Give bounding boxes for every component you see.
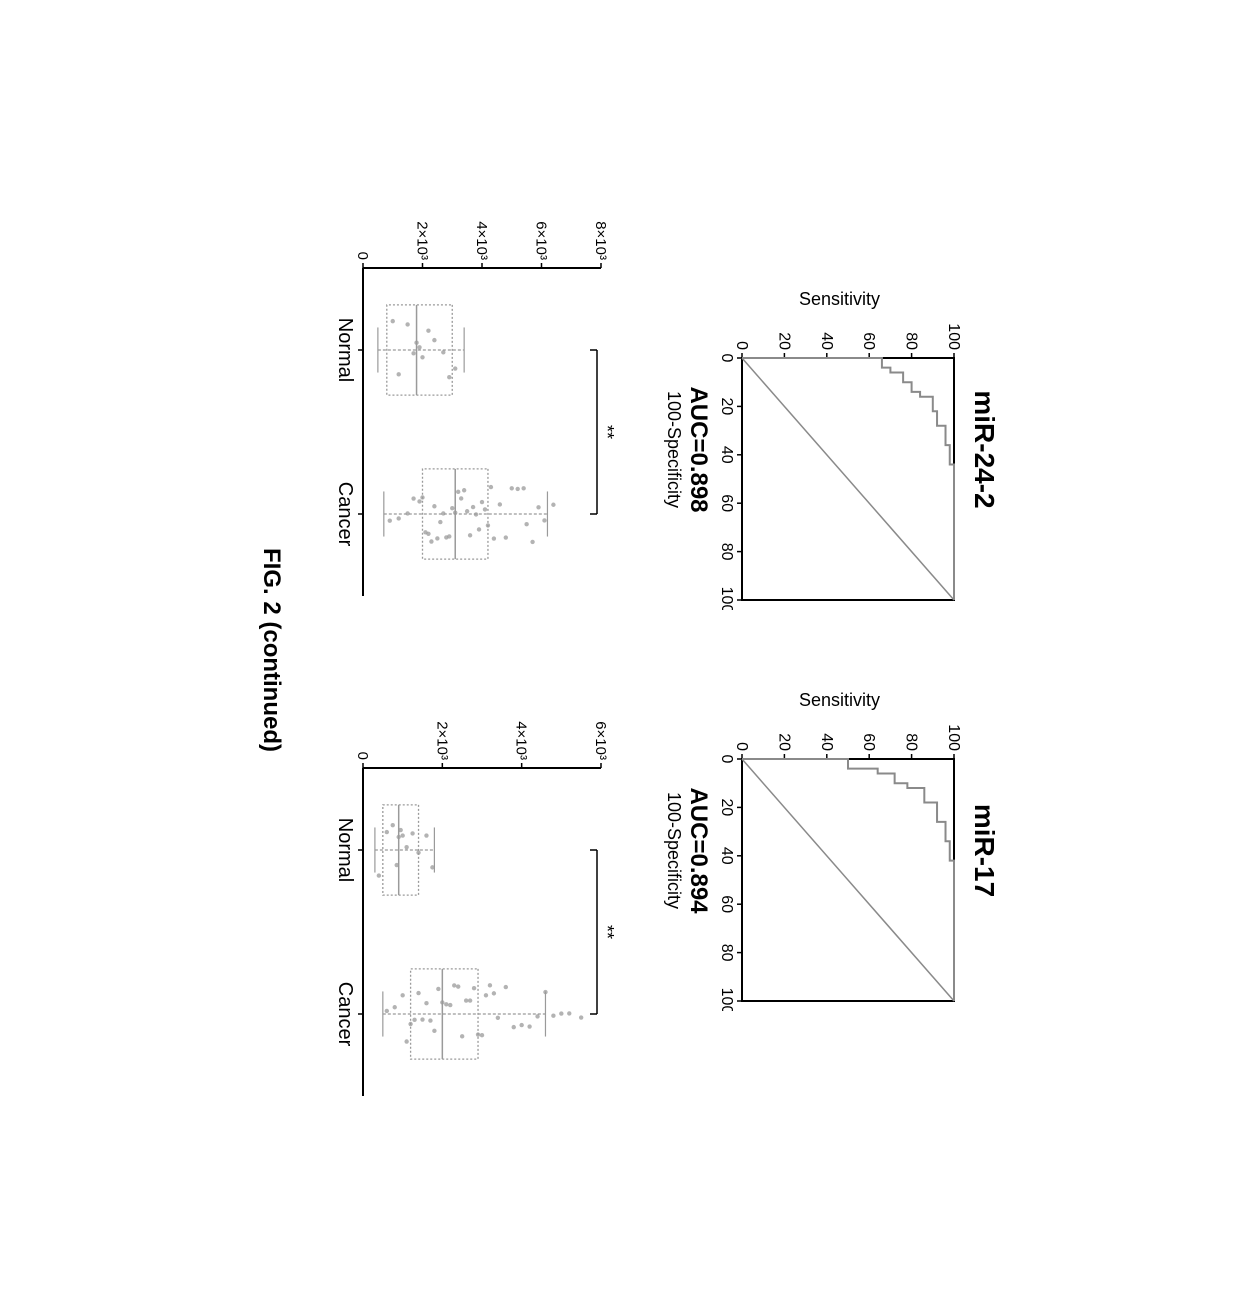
panel-title: miR-17 [968,804,1000,897]
svg-text:8×10³: 8×10³ [592,221,609,260]
svg-text:80: 80 [718,543,735,561]
svg-text:Normal: Normal [334,818,356,882]
svg-text:6×10³: 6×10³ [592,721,609,760]
svg-text:20: 20 [775,733,792,751]
svg-text:100: 100 [945,724,962,751]
x-axis-label: 100-Specificity [663,792,684,909]
svg-text:2×10³: 2×10³ [433,721,450,760]
x-axis-label: 100-Specificity [663,391,684,508]
svg-text:80: 80 [903,332,920,350]
auc-label: AUC=0.894 [684,787,712,913]
svg-text:4×10³: 4×10³ [473,221,490,260]
svg-text:60: 60 [718,895,735,913]
svg-text:0: 0 [718,755,735,764]
roc-row: miR-24-2 Sensitivity 0 20 40 60 80 100 0 20 40 60… [663,150,1000,1150]
figure-container: miR-24-2 Sensitivity 0 20 40 60 80 100 0 20 40 60… [240,150,1000,1150]
roc-panel-mir-17: miR-17 Sensitivity 0 20 40 60 80 100 0 20 40 60 80… [663,690,1000,1011]
svg-text:0: 0 [733,742,750,751]
roc-panel-mir-24-2: miR-24-2 Sensitivity 0 20 40 60 80 100 0 20 40 60… [663,289,1000,610]
svg-text:40: 40 [718,847,735,865]
svg-text:60: 60 [718,494,735,512]
svg-text:20: 20 [718,398,735,416]
roc-chart-2: 0 20 40 60 80 100 0 20 40 60 80 100 [714,711,964,1011]
svg-text:0: 0 [354,752,371,760]
svg-text:**: ** [597,425,617,439]
svg-text:0: 0 [354,252,371,260]
svg-text:**: ** [597,925,617,939]
svg-text:80: 80 [903,733,920,751]
svg-text:4×10³: 4×10³ [513,721,530,760]
svg-text:60: 60 [860,733,877,751]
svg-text:Cancer: Cancer [334,982,356,1047]
auc-label: AUC=0.898 [684,386,712,512]
svg-text:6×10³: 6×10³ [533,221,550,260]
panel-title: miR-24-2 [968,390,1000,508]
svg-text:0: 0 [733,341,750,350]
svg-text:Cancer: Cancer [334,482,356,547]
svg-text:0: 0 [718,354,735,363]
box-panel-2: 0 2×10³ 4×10³ 6×10³ Normal Cancer ** [323,690,623,1110]
svg-text:20: 20 [775,332,792,350]
svg-text:60: 60 [860,332,877,350]
y-axis-label: Sensitivity [798,690,879,711]
svg-text:40: 40 [818,332,835,350]
svg-text:40: 40 [718,446,735,464]
box-chart-1: 0 2×10³ 4×10³ 6×10³ 8×10³ Normal Cancer ** [323,190,623,610]
svg-text:20: 20 [718,799,735,817]
box-row: 0 2×10³ 4×10³ 6×10³ 8×10³ Normal Cancer ** 0 2×1… [323,150,623,1150]
svg-text:40: 40 [818,733,835,751]
box-panel-1: 0 2×10³ 4×10³ 6×10³ 8×10³ Normal Cancer ** [323,190,623,610]
box-chart-2: 0 2×10³ 4×10³ 6×10³ Normal Cancer ** [323,690,623,1110]
svg-text:2×10³: 2×10³ [414,221,431,260]
svg-text:Normal: Normal [334,318,356,382]
y-axis-label: Sensitivity [798,289,879,310]
roc-chart-1: 0 20 40 60 80 100 0 20 40 60 80 100 [714,310,964,610]
figure-caption: FIG. 2 (continued) [257,150,285,1150]
svg-text:100: 100 [718,988,735,1011]
svg-text:100: 100 [718,587,735,610]
svg-text:100: 100 [945,323,962,350]
svg-text:80: 80 [718,944,735,962]
